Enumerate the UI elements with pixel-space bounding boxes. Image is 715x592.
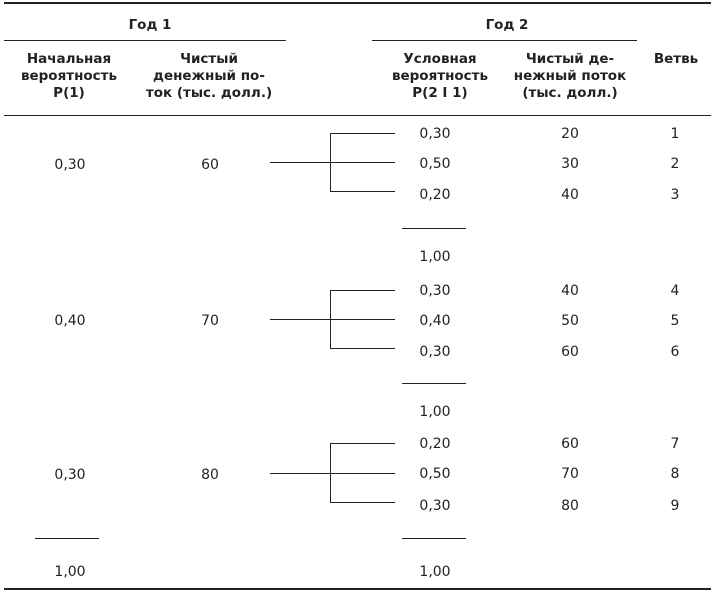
group1-subtotal-rule <box>402 228 466 229</box>
table-row-6-cash-flow: 60 <box>561 344 579 360</box>
header-cash-flow-year1: Чистый денежный по- ток (тыс. долл.) <box>145 51 273 101</box>
table-row-8-branch: 8 <box>670 466 680 482</box>
group1-branch-connector <box>270 133 395 192</box>
table-row-2-probability: 0,50 <box>419 156 451 172</box>
group2-branch-connector <box>270 290 395 349</box>
table-row-7-cash-flow: 60 <box>561 436 579 452</box>
table-row-6-branch: 6 <box>670 344 680 360</box>
header-initial-probability: Начальная вероятность P(1) <box>20 51 118 101</box>
total-prob1-rule <box>35 538 99 539</box>
table-row-9-branch: 9 <box>670 498 680 514</box>
table-row-4-probability: 0,30 <box>419 283 451 299</box>
header-conditional-probability: Условная вероятность P(2 I 1) <box>391 51 489 101</box>
table-row-2-cash-flow: 30 <box>561 156 579 172</box>
table-row-1-branch: 1 <box>670 126 680 142</box>
table-row-3-branch: 3 <box>670 187 680 203</box>
table-row-8-cash-flow: 70 <box>561 466 579 482</box>
group1-subtotal: 1,00 <box>419 249 451 265</box>
group3-branch-connector <box>270 443 395 503</box>
table-row-9-cash-flow: 80 <box>561 498 579 514</box>
table-row-3-probability: 0,20 <box>419 187 451 203</box>
year1-rule <box>4 40 286 41</box>
table-row-5-branch: 5 <box>670 313 680 329</box>
table-row-7-branch: 7 <box>670 436 680 452</box>
table-row-2-branch: 2 <box>670 156 680 172</box>
top-rule <box>4 2 711 4</box>
header-cash-flow-year2: Чистый де- нежный поток (тыс. долл.) <box>513 51 627 101</box>
table-row-1-cash-flow: 20 <box>561 126 579 142</box>
table-row-9-probability: 0,30 <box>419 498 451 514</box>
group3-subtotal: 1,00 <box>419 564 451 580</box>
year2-rule <box>372 40 637 41</box>
table-row-3-cash-flow: 40 <box>561 187 579 203</box>
group2-subtotal-rule <box>402 383 466 384</box>
group2-subtotal: 1,00 <box>419 404 451 420</box>
bottom-rule <box>4 588 711 590</box>
group2-initial-probability: 0,40 <box>54 313 86 329</box>
table-row-5-probability: 0,40 <box>419 313 451 329</box>
header-branch: Ветвь <box>653 51 699 67</box>
table-row-4-cash-flow: 40 <box>561 283 579 299</box>
group1-cash-flow: 60 <box>201 157 219 173</box>
header-bottom-rule <box>4 115 711 116</box>
group3-cash-flow: 80 <box>201 467 219 483</box>
table-row-8-probability: 0,50 <box>419 466 451 482</box>
table-row-1-probability: 0,30 <box>419 126 451 142</box>
table-row-7-probability: 0,20 <box>419 436 451 452</box>
group1-initial-probability: 0,30 <box>54 157 86 173</box>
table-row-6-probability: 0,30 <box>419 344 451 360</box>
table-row-5-cash-flow: 50 <box>561 313 579 329</box>
group3-initial-probability: 0,30 <box>54 467 86 483</box>
year2-label: Год 2 <box>485 17 529 33</box>
total-initial-probability: 1,00 <box>54 564 86 580</box>
table-row-4-branch: 4 <box>670 283 680 299</box>
group2-cash-flow: 70 <box>201 313 219 329</box>
group3-subtotal-rule <box>402 538 466 539</box>
year1-label: Год 1 <box>128 17 172 33</box>
